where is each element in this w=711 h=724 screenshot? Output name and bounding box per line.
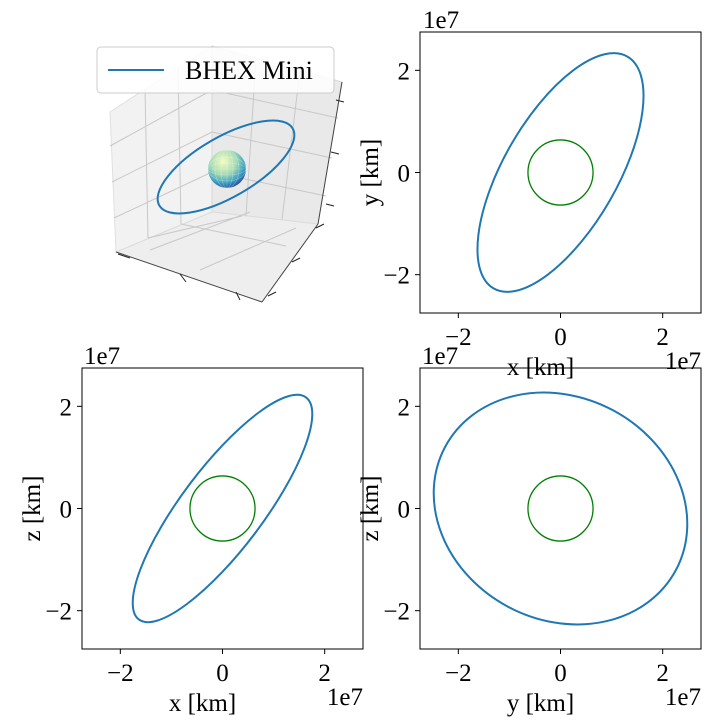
y-offset-label: 1e7 [422, 343, 458, 370]
y-tick-label: −2 [383, 599, 410, 626]
y-axis-label: z [km] [357, 476, 384, 542]
x-tick-label: −2 [445, 324, 472, 351]
x-tick-label: 2 [318, 660, 331, 687]
panel-3d: BHEX Mini [96, 45, 345, 303]
x-tick-label: −2 [107, 660, 134, 687]
earth-circle [189, 475, 256, 542]
y-axis-label: y [km] [357, 139, 384, 206]
axis-ticks-3d [115, 81, 345, 303]
orbit-3d [156, 119, 296, 215]
earth-circle [527, 139, 594, 206]
y-tick-label: 0 [398, 497, 411, 524]
earth-sphere [207, 149, 247, 189]
x-tick-label: 0 [554, 324, 567, 351]
y-offset-label: 1e7 [423, 7, 459, 34]
x-tick-label: 2 [656, 660, 669, 687]
y-tick-label: 0 [60, 497, 73, 524]
legend-label: BHEX Mini [185, 56, 313, 85]
y-tick-label: 2 [398, 394, 411, 421]
x-offset-label: 1e7 [665, 684, 701, 711]
x-axis-label: y [km] [507, 690, 574, 717]
x-offset-label: 1e7 [327, 684, 363, 711]
x-tick-label: 0 [554, 660, 567, 687]
x-tick-label: 0 [216, 660, 229, 687]
y-axis-label: z [km] [19, 476, 46, 542]
axes-frame [419, 31, 702, 314]
legend-box [96, 46, 335, 94]
axes-frame [81, 367, 364, 650]
y-offset-label: 1e7 [84, 343, 120, 370]
y-tick-label: 2 [398, 58, 411, 85]
y-tick-label: −2 [383, 263, 410, 290]
orbit-curve [476, 52, 645, 293]
y-tick-label: −2 [45, 599, 72, 626]
legend: BHEX Mini [96, 46, 335, 94]
x-tick-label: 2 [656, 324, 669, 351]
x-offset-label: 1e7 [665, 348, 701, 375]
x-tick-label: −2 [445, 660, 472, 687]
y-tick-label: 0 [398, 161, 411, 188]
orbit-curve [131, 393, 314, 624]
orbit-curve [432, 391, 689, 626]
axes-frame [419, 367, 702, 650]
x-axis-label: x [km] [169, 690, 236, 717]
y-tick-label: 2 [60, 394, 73, 421]
earth-circle [527, 475, 594, 542]
